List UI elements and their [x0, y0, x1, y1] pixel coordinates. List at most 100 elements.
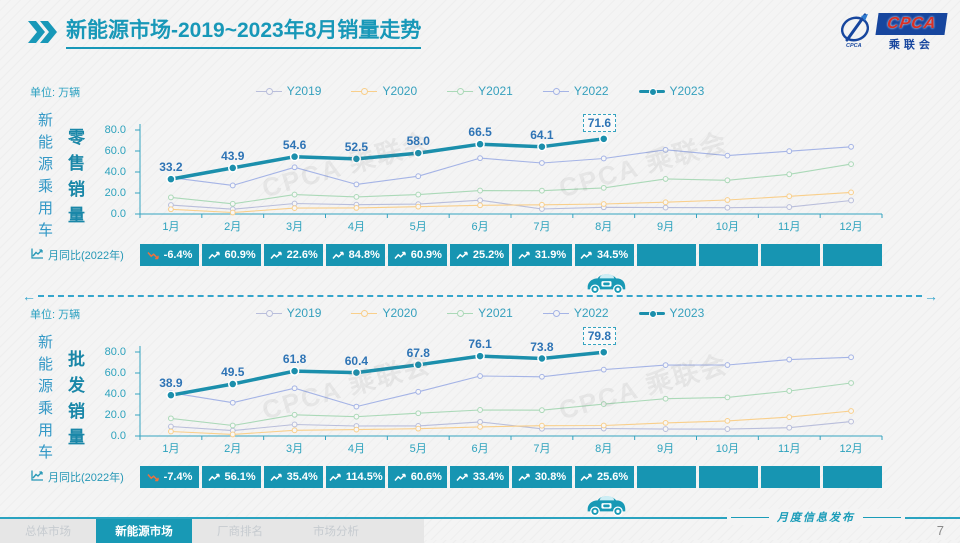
yoy-label: 月同比(2022年) [48, 472, 124, 484]
month-label: 2月 [224, 443, 242, 455]
retail-chart-panel: 单位: 万辆 Y2019 Y2020 Y2021 Y2022 Y2023 新能源乘用车 … [0, 82, 960, 295]
yoy-cell: 114.5% [326, 466, 386, 488]
month-label: 10月 [715, 443, 740, 455]
unit-label: 单位: 万辆 [30, 309, 81, 321]
line-chart-icon [30, 469, 44, 485]
month-label: 9月 [657, 221, 675, 233]
tab-market-analysis[interactable]: 市场分析 [313, 526, 359, 538]
data-label: 79.8 [582, 327, 617, 346]
month-label: 3月 [286, 221, 304, 233]
month-label: 5月 [409, 221, 427, 233]
plot-area: CPCA 乘联会 CPCA 乘联会 38.9 49.5 61.8 60.4 67.8 76.1… [135, 327, 883, 440]
yoy-cell: 31.9% [512, 244, 572, 266]
plot-area: CPCA 乘联会 CPCA 乘联会 33.2 43.9 54.6 52.5 58.0 66.5… [135, 113, 883, 218]
yoy-cell: 30.8% [512, 466, 572, 488]
month-label: 7月 [533, 443, 551, 455]
month-label: 5月 [409, 443, 427, 455]
y-tick-label: 80.0 [104, 124, 126, 136]
yoy-cell: 34.5% [574, 244, 634, 266]
legend-item-Y2022[interactable]: Y2022 [542, 84, 609, 98]
data-label: 60.4 [344, 353, 369, 368]
y-tick-label: 0.0 [110, 430, 126, 442]
tab-oem-ranking[interactable]: 厂商排名 [217, 526, 263, 538]
yoy-cell [822, 244, 882, 266]
month-label: 10月 [715, 221, 740, 233]
unit-label: 单位: 万辆 [30, 87, 81, 99]
cpca-logo-text: CPCA [875, 13, 948, 35]
car-icon [584, 268, 628, 301]
month-label: 8月 [595, 221, 613, 233]
legend: Y2019 Y2020 Y2021 Y2022 Y2023 [0, 306, 960, 320]
legend-item-Y2023[interactable]: Y2023 [638, 84, 704, 98]
tab-overall-market[interactable]: 总体市场 [25, 526, 71, 538]
legend: Y2019 Y2020 Y2021 Y2022 Y2023 [0, 84, 960, 98]
yoy-cell: 56.1% [202, 466, 262, 488]
y-tick-label: 0.0 [110, 208, 126, 220]
legend-item-Y2019[interactable]: Y2019 [255, 306, 321, 320]
legend-item-Y2019[interactable]: Y2019 [255, 84, 321, 98]
yoy-cell [636, 466, 696, 488]
category-label: 新能源乘用车 [36, 112, 53, 244]
legend-item-Y2023[interactable]: Y2023 [638, 306, 704, 320]
legend-item-Y2022[interactable]: Y2022 [542, 306, 609, 320]
month-label: 2月 [224, 221, 242, 233]
data-label: 64.1 [530, 127, 554, 142]
legend-item-Y2020[interactable]: Y2020 [351, 306, 417, 320]
month-label: 6月 [471, 221, 489, 233]
legend-item-Y2020[interactable]: Y2020 [351, 84, 417, 98]
month-label: 1月 [162, 221, 180, 233]
yoy-cell: 60.9% [202, 244, 262, 266]
y-tick-label: 40.0 [104, 166, 126, 178]
data-label: 38.9 [159, 376, 183, 391]
yoy-cell: 84.8% [326, 244, 386, 266]
y-axis: 80.0 60.0 40.0 20.0 0.0 [94, 120, 134, 220]
cpca-logo: CPCA CPCA 乘联会 [839, 12, 948, 53]
y-tick-label: 20.0 [104, 409, 126, 421]
yoy-cell: 25.6% [574, 466, 634, 488]
page-number: 7 [936, 523, 944, 538]
data-label: 71.6 [582, 113, 617, 132]
yoy-cell [636, 244, 696, 266]
release-label: 月度信息发布 [727, 509, 905, 525]
tab-nev-market[interactable]: 新能源市场 [96, 519, 192, 543]
month-label: 8月 [595, 443, 613, 455]
data-label: 73.8 [530, 339, 554, 354]
double-arrow-divider-icon: ← → [22, 288, 938, 304]
data-label: 33.2 [159, 160, 183, 175]
yoy-cell [760, 244, 820, 266]
y-tick-label: 80.0 [104, 346, 126, 358]
double-chevron-icon [28, 21, 58, 48]
yoy-label: 月同比(2022年) [48, 250, 124, 262]
legend-item-Y2021[interactable]: Y2021 [447, 306, 513, 320]
data-label: 61.8 [282, 352, 307, 367]
legend-item-Y2021[interactable]: Y2021 [447, 84, 513, 98]
svg-text:CPCA: CPCA [846, 43, 862, 48]
data-label: 52.5 [344, 139, 369, 154]
yoy-cell: 60.6% [388, 466, 448, 488]
month-label: 4月 [347, 221, 365, 233]
x-axis-labels: 1月 2月 3月 4月 5月 6月 7月 8月 9月 10月 11月 12月 [140, 218, 882, 234]
footer-tabs: 总体市场 新能源市场 厂商排名 市场分析 [0, 519, 424, 543]
month-label: 3月 [286, 443, 304, 455]
data-label: 76.1 [468, 337, 492, 352]
data-label: 67.8 [406, 345, 430, 360]
y-axis: 80.0 60.0 40.0 20.0 0.0 [94, 342, 134, 442]
yoy-cell [698, 244, 758, 266]
yoy-bar: 月同比(2022年) -6.4% 60.9% 22.6% 84.8% 60.9% 25.2… [0, 244, 960, 266]
month-label: 4月 [347, 443, 365, 455]
yoy-cell: 60.9% [388, 244, 448, 266]
car-icon [584, 490, 628, 523]
yoy-bar: 月同比(2022年) -7.4% 56.1% 35.4% 114.5% 60.6% 33.… [0, 466, 960, 488]
data-label: 43.9 [221, 148, 245, 163]
month-label: 12月 [839, 443, 863, 455]
x-axis-labels: 1月 2月 3月 4月 5月 6月 7月 8月 9月 10月 11月 12月 [140, 440, 882, 456]
y-tick-label: 60.0 [104, 367, 126, 379]
yoy-cell: 35.4% [264, 466, 324, 488]
footer-divider [0, 517, 960, 519]
month-label: 9月 [657, 443, 675, 455]
month-label: 7月 [533, 221, 551, 233]
month-label: 12月 [839, 221, 863, 233]
data-label: 58.0 [406, 134, 430, 149]
month-label: 11月 [778, 443, 801, 455]
